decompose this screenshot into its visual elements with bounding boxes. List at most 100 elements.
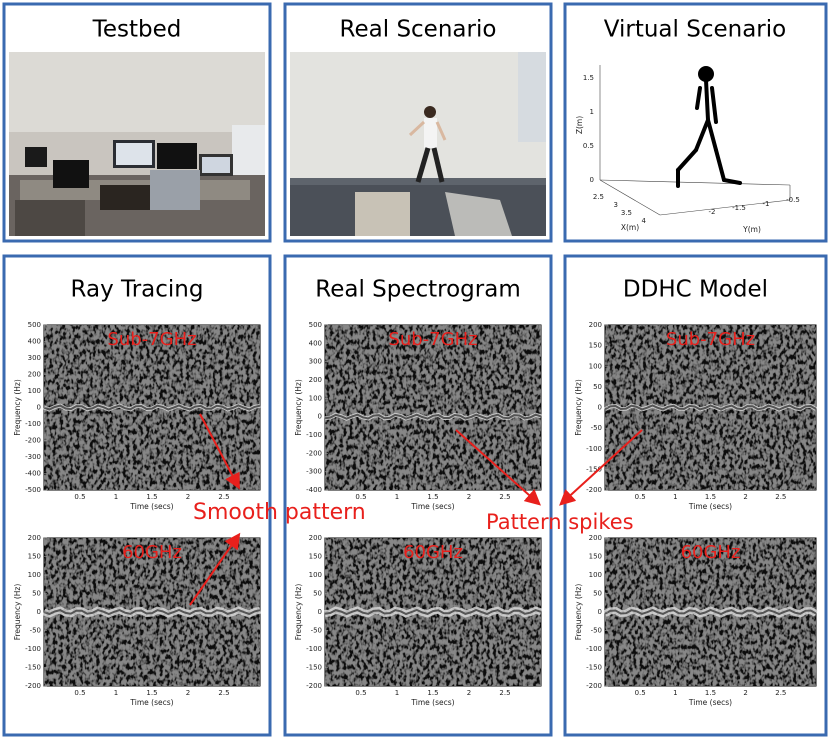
annotation-arrows [189, 413, 643, 606]
y-tick-label: 150 [28, 553, 41, 561]
x-tick-label: 1 [395, 493, 399, 501]
y-tick-label: 150 [589, 342, 602, 350]
skeleton-plot [599, 65, 791, 216]
z-tick: 1.5 [583, 74, 594, 82]
x-tick-label: 2.5 [775, 689, 786, 697]
band-label: Sub-7GHz [388, 329, 477, 350]
spectrogram-noise [325, 325, 541, 490]
y-tick-label: -100 [586, 645, 602, 653]
y-tick-label: 300 [309, 358, 322, 366]
y-tick-label: -200 [306, 682, 322, 690]
y-axis-label: Frequency (Hz) [13, 379, 22, 436]
y-tick-label: 200 [309, 534, 322, 542]
x-axis-label: Time (secs) [688, 698, 732, 707]
y-tick-label: -300 [25, 453, 41, 461]
y-tick-label: 50 [593, 383, 602, 391]
y-axis-label: Frequency (Hz) [294, 379, 303, 436]
x-tick-label: 2 [186, 689, 190, 697]
x-tick-label: 1 [114, 493, 118, 501]
x-tick: 2.5 [593, 193, 604, 201]
x-tick-label: 1.5 [705, 493, 716, 501]
x-tick-label: 0.5 [635, 689, 646, 697]
y-tick-label: 200 [28, 371, 41, 379]
y-tick: -1.5 [732, 204, 746, 212]
y-tick-label: -200 [586, 486, 602, 494]
x-axis-label: Time (secs) [410, 698, 454, 707]
y-tick-label: -100 [586, 445, 602, 453]
band-label: 60GHz [122, 542, 182, 563]
x-tick-label: 2 [186, 493, 190, 501]
y-tick-label: 100 [309, 394, 322, 402]
y-tick-label: 0 [37, 404, 41, 412]
y-label: Y(m) [742, 225, 761, 234]
y-tick-label: -400 [25, 470, 41, 478]
x-tick-label: 1.5 [427, 493, 438, 501]
x-axis-label: Time (secs) [129, 502, 173, 511]
y-axis-label: Frequency (Hz) [294, 584, 303, 641]
y-tick-label: -150 [25, 664, 41, 672]
y-tick-label: -150 [306, 664, 322, 672]
z-tick: 1 [590, 108, 594, 116]
y-axis-label: Frequency (Hz) [574, 379, 583, 436]
x-tick-label: 2.5 [499, 689, 510, 697]
y-tick-label: 100 [28, 571, 41, 579]
z-tick: 0 [590, 176, 594, 184]
y-tick-label: 0 [598, 404, 602, 412]
y-tick-label: 150 [309, 553, 322, 561]
x-axis-label: Time (secs) [410, 502, 454, 511]
panel-frame [2, 2, 272, 243]
y-tick-label: -200 [25, 437, 41, 445]
y-tick-label: 200 [309, 376, 322, 384]
x-axis-label: Time (secs) [688, 502, 732, 511]
annotation: Pattern spikes [486, 510, 634, 534]
y-tick-label: 100 [309, 571, 322, 579]
y-tick-label: 300 [28, 354, 41, 362]
x-tick-label: 1.5 [705, 689, 716, 697]
x-tick: 4 [642, 217, 647, 225]
panel-title: Virtual Scenario [604, 17, 786, 43]
z-label: Z(m) [575, 116, 584, 134]
y-tick-label: -200 [25, 682, 41, 690]
y-tick-label: -50 [591, 627, 602, 635]
y-axis-label: Frequency (Hz) [13, 584, 22, 641]
y-tick-label: 50 [32, 590, 41, 598]
y-tick: -0.5 [786, 196, 800, 204]
x-tick-label: 0.5 [355, 493, 366, 501]
y-tick-label: -400 [306, 486, 322, 494]
x-tick-label: 2 [467, 493, 471, 501]
x-tick-label: 0.5 [74, 493, 85, 501]
doppler-trace [43, 404, 261, 411]
y-tick-label: -50 [591, 424, 602, 432]
y-tick-label: 0 [37, 608, 41, 616]
x-tick-label: 1 [673, 493, 677, 501]
x-tick-label: 2 [467, 689, 471, 697]
panel-title: Real Scenario [340, 17, 497, 43]
scenario-photo [290, 52, 546, 236]
y-tick-label: 500 [28, 321, 41, 329]
x-tick-label: 1.5 [146, 689, 157, 697]
y-tick-label: 200 [28, 534, 41, 542]
x-tick-label: 2.5 [218, 689, 229, 697]
x-tick-label: 2.5 [775, 493, 786, 501]
y-tick: -1 [763, 200, 770, 208]
y-tick-label: 400 [309, 339, 322, 347]
x-tick-label: 0.5 [635, 493, 646, 501]
panel-frame [283, 254, 553, 737]
y-tick-label: 100 [589, 571, 602, 579]
y-tick-label: -100 [25, 420, 41, 428]
y-tick-label: 0 [318, 413, 322, 421]
x-tick-label: 2.5 [218, 493, 229, 501]
y-axis-label: Frequency (Hz) [574, 584, 583, 641]
panel-frame [563, 2, 828, 243]
doppler-trace [324, 413, 542, 420]
panel-frame [283, 2, 553, 243]
y-tick-label: 0 [598, 608, 602, 616]
y-tick-label: 50 [593, 590, 602, 598]
y-tick-label: 150 [589, 553, 602, 561]
y-tick-label: -200 [306, 449, 322, 457]
x-tick-label: 0.5 [74, 689, 85, 697]
x-tick-label: 2 [743, 689, 747, 697]
y-tick-label: 100 [28, 387, 41, 395]
x-tick: 3.5 [621, 209, 632, 217]
